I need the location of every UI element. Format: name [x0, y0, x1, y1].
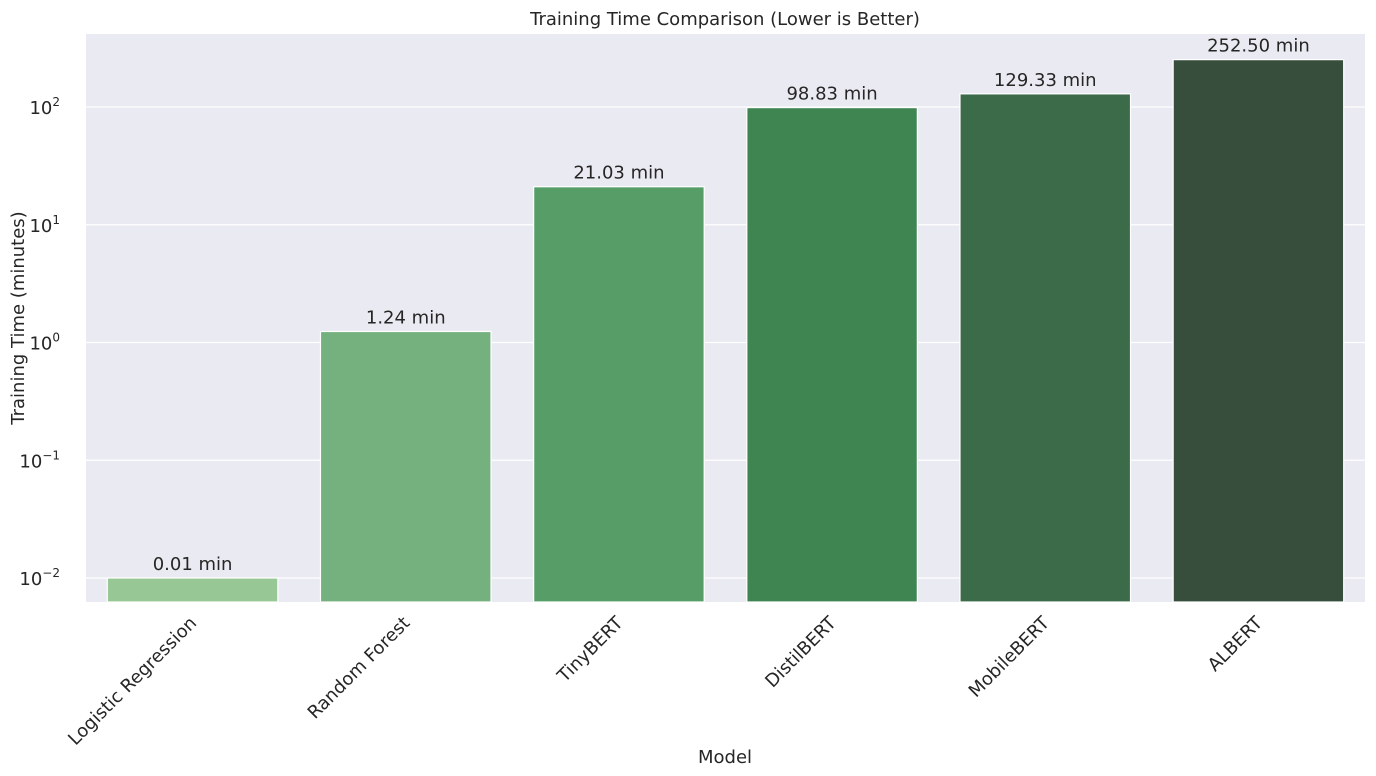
bars — [106, 59, 1345, 603]
y-axis-label: Training Time (minutes) — [8, 211, 29, 425]
y-tick-exponent: 2 — [52, 95, 60, 109]
y-tick-label: 100 — [29, 331, 60, 355]
x-tick-labels: Logistic Regression Random Forest TinyBERT… — [64, 612, 1267, 750]
y-tick-exponent: −1 — [42, 448, 60, 462]
y-tick-base: 10 — [19, 451, 42, 472]
bar — [959, 93, 1132, 603]
bar — [106, 577, 279, 603]
y-tick-exponent: −2 — [42, 566, 60, 580]
bar — [319, 330, 492, 603]
y-tick-base: 10 — [29, 216, 52, 237]
y-tick-exponent: 1 — [52, 213, 60, 227]
x-tick-label: Random Forest — [304, 613, 415, 724]
y-tick-exponent: 0 — [52, 331, 60, 345]
bar-data-label: 1.24 min — [366, 307, 446, 328]
y-tick-label: 101 — [29, 213, 60, 237]
x-tick-label: TinyBERT — [553, 612, 628, 687]
bar-data-label: 98.83 min — [786, 84, 877, 105]
y-tick-base: 10 — [29, 334, 52, 355]
grid-lines — [86, 106, 1365, 579]
y-tick-label: 10−2 — [19, 566, 60, 590]
y-tick-base: 10 — [29, 98, 52, 119]
chart-title: Training Time Comparison (Lower is Bette… — [529, 9, 920, 30]
plot-area — [86, 34, 1365, 602]
bar-data-label: 21.03 min — [573, 163, 664, 184]
bar-data-label: 0.01 min — [153, 554, 233, 575]
bar-data-label: 252.50 min — [1207, 36, 1310, 57]
y-tick-label: 10−1 — [19, 448, 60, 472]
y-tick-base: 10 — [19, 569, 42, 590]
x-tick-label: Logistic Regression — [64, 613, 201, 750]
x-tick-label: ALBERT — [1204, 612, 1268, 676]
bar-data-label: 129.33 min — [994, 70, 1097, 91]
bar — [1172, 59, 1345, 603]
bar — [746, 107, 918, 603]
bar-data-labels: 0.01 min 1.24 min 21.03 min 98.83 min 129.33… — [153, 36, 1310, 575]
x-tick-label: DistilBERT — [761, 612, 841, 692]
x-tick-label: MobileBERT — [965, 612, 1055, 702]
x-axis-label: Model — [698, 747, 752, 768]
bar — [533, 186, 705, 603]
y-tick-label: 102 — [29, 95, 60, 119]
